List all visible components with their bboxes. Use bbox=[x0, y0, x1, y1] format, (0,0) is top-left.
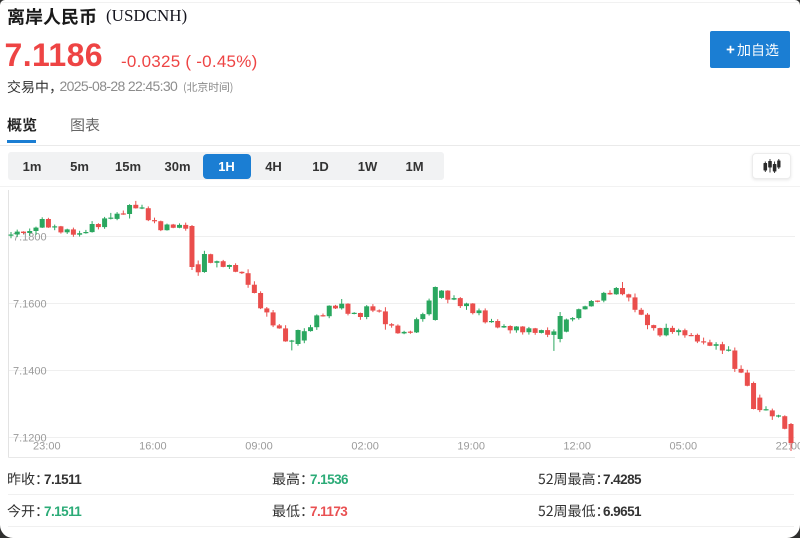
svg-text:16:00: 16:00 bbox=[139, 441, 167, 453]
svg-text:7.1600: 7.1600 bbox=[13, 299, 47, 311]
svg-text:09:00: 09:00 bbox=[245, 441, 273, 453]
svg-text:7.1800: 7.1800 bbox=[13, 232, 47, 244]
svg-text:19:00: 19:00 bbox=[457, 441, 485, 453]
svg-text:05:00: 05:00 bbox=[670, 441, 698, 453]
svg-text:02:00: 02:00 bbox=[351, 441, 379, 453]
svg-text:7.1200: 7.1200 bbox=[13, 433, 47, 445]
svg-text:7.1400: 7.1400 bbox=[13, 366, 47, 378]
svg-text:23:00: 23:00 bbox=[33, 441, 61, 453]
svg-text:22:00: 22:00 bbox=[776, 441, 800, 453]
svg-text:12:00: 12:00 bbox=[563, 441, 591, 453]
